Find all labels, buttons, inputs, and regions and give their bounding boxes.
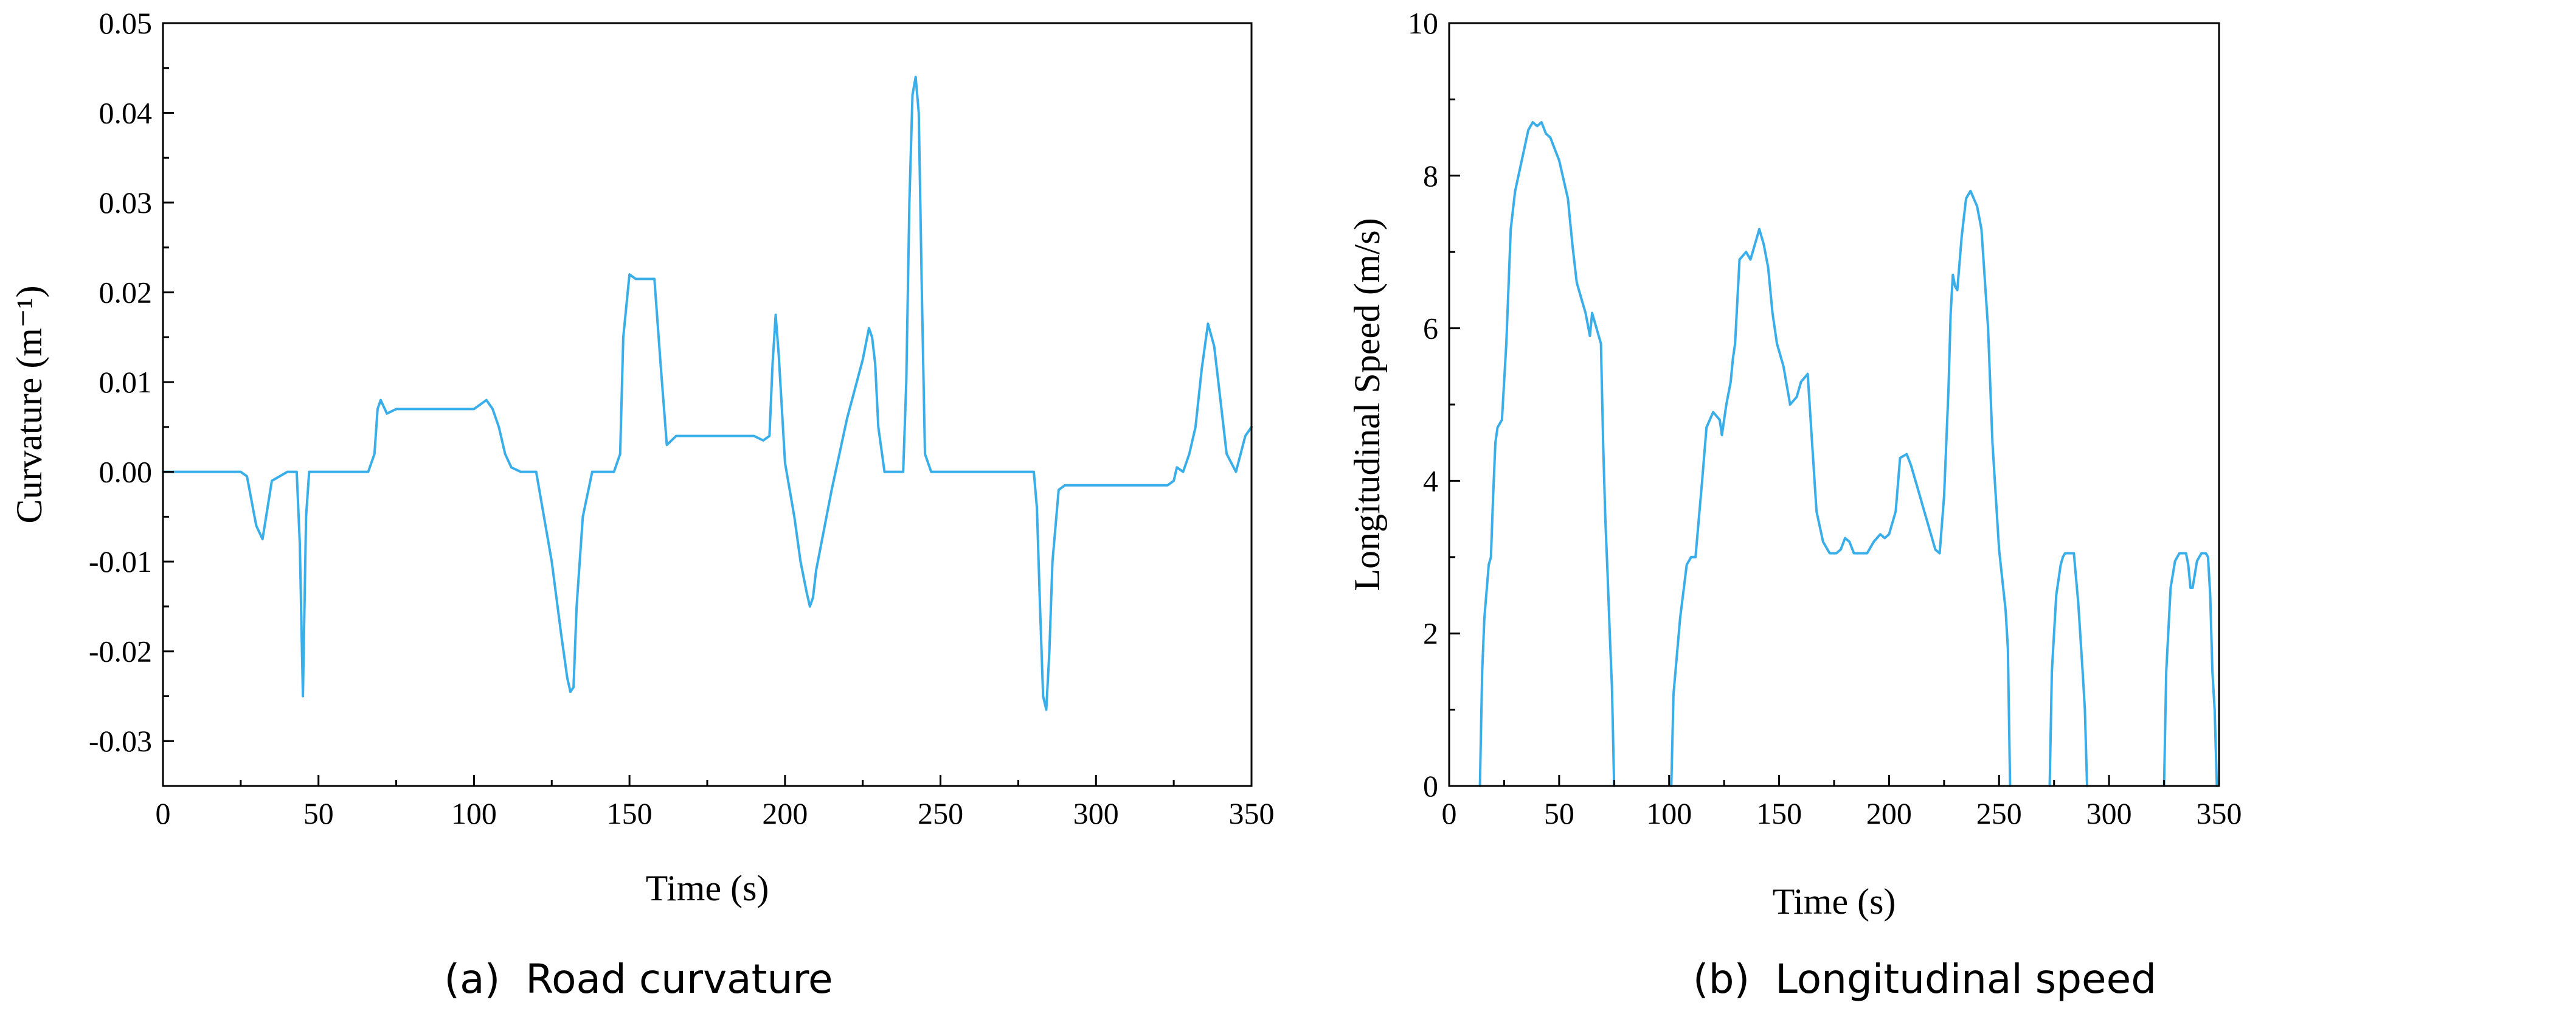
chart-longitudinal-speed: 0 50 100 150 200 250 300 350 0 2 4 6 8 10 Time (s) Lo… (1347, 6, 2242, 1003)
x-tick-label: 100 (451, 796, 497, 830)
x-tick-label: 350 (1229, 796, 1275, 830)
chart-road-curvature: 0 50 100 150 200 250 300 350 -0.03 -0.02 -0.01 0.00… (9, 6, 1275, 1003)
y-tick-label: -0.01 (89, 544, 152, 579)
x-tick-label: 250 (918, 796, 963, 830)
y-tick-label: 0.01 (99, 365, 153, 399)
x-tick-label: 0 (1442, 796, 1457, 830)
series-line-3 (2162, 552, 2218, 787)
series-line-1 (1670, 189, 2012, 787)
x-tick-label: 150 (607, 796, 653, 830)
series-line-0 (1478, 121, 1616, 787)
y-axis-label-b: Longitudinal Speed (m/s) (1347, 218, 1387, 591)
x-axis-label-a: Time (s) (646, 868, 769, 908)
y-tick-label: -0.03 (89, 724, 152, 758)
y-tick-label: -0.02 (89, 634, 152, 669)
speed-series (1478, 121, 2218, 787)
y-tick-label: 0.02 (99, 276, 153, 310)
x-tick-label: 100 (1646, 796, 1692, 830)
x-tick-label: 200 (1866, 796, 1912, 830)
tick-labels-b: 0 50 100 150 200 250 300 350 0 2 4 6 8 10 (1408, 6, 2242, 830)
axis-ticks-b (1448, 22, 2220, 787)
y-tick-label: 0.03 (99, 186, 153, 220)
caption-a: (a) Road curvature (444, 956, 833, 1003)
plot-frame-b (1448, 22, 2220, 787)
y-axis-label-a: Curvature (m⁻¹) (9, 285, 49, 523)
x-tick-label: 250 (1976, 796, 2022, 830)
x-tick-label: 0 (156, 796, 171, 830)
y-tick-label: 0 (1423, 769, 1438, 803)
x-tick-label: 150 (1756, 796, 1802, 830)
tick-labels-a: 0 50 100 150 200 250 300 350 -0.03 -0.02 -0.01 0.00… (89, 6, 1275, 830)
series-line-2 (2048, 552, 2088, 787)
x-tick-label: 350 (2197, 796, 2242, 830)
y-tick-label: 8 (1423, 159, 1438, 193)
x-tick-label: 300 (2086, 796, 2132, 830)
y-tick-label: 10 (1408, 6, 1438, 40)
y-tick-label: 2 (1423, 616, 1438, 650)
y-tick-label: 4 (1423, 464, 1438, 498)
y-tick-label: 0.04 (99, 96, 153, 130)
x-axis-label-b: Time (s) (1773, 881, 1896, 922)
axis-ticks-a (162, 22, 1253, 786)
x-tick-label: 50 (303, 796, 334, 830)
curvature-series (162, 75, 1253, 711)
plot-frame-a (162, 22, 1253, 787)
x-tick-label: 200 (762, 796, 808, 830)
y-tick-label: 0.05 (99, 6, 153, 40)
caption-b: (b) Longitudinal speed (1693, 956, 2156, 1003)
series-line-0 (162, 75, 1253, 711)
y-tick-label: 0.00 (99, 455, 153, 489)
x-tick-label: 300 (1073, 796, 1119, 830)
x-tick-label: 50 (1544, 796, 1574, 830)
y-tick-label: 6 (1423, 311, 1438, 346)
